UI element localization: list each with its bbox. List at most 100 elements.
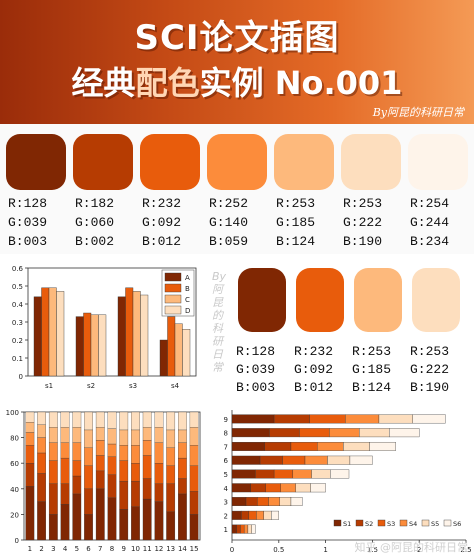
y-tick-label: 2 [224,512,228,520]
x-tick-label: 14 [178,545,187,553]
stack-segment [25,432,35,446]
x-tick-label: 0 [230,546,234,554]
stack-segment [95,427,105,441]
stack-segment [131,411,140,431]
legend-swatch [333,519,342,527]
hbar-segment [269,428,300,438]
x-tick-label: 2 [417,546,421,554]
rgb-b-value: B:003 [8,234,48,249]
stack-segment [37,411,46,425]
legend-label: A [185,274,190,282]
stack-segment [107,443,117,457]
hbar-segment [241,510,250,520]
stack-segment [25,486,35,541]
rgb-r-value: R:254 [410,196,450,211]
color-swatch-small [238,268,286,332]
legend-swatch [355,519,364,527]
stack-segment [142,411,152,428]
rgb-r-value: R:128 [8,196,48,211]
rgb-b-value: B:059 [209,234,249,249]
stack-segment [60,483,70,505]
grouped-bar-chart-panel: 0 0.1 0.2 0.3 0.4 0.5 0.6 s1 s2 s3 s4 A B C D [0,258,208,398]
legend-label: S3 [387,520,395,528]
stack-segment [166,483,176,512]
hbar-segment [250,483,266,493]
stack-segment [72,427,82,443]
rgb-g-value: G:185 [352,362,392,377]
hbar-segment [268,497,280,507]
x-tick-label: s1 [45,382,53,390]
x-tick-label: s3 [129,382,137,390]
stack-segment [154,442,164,464]
y-tick-label: 60 [10,460,19,468]
rgb-r-value: R:253 [352,344,392,359]
stack-segment [72,442,82,461]
x-tick-label: 13 [166,545,175,553]
stack-segment [142,455,152,479]
hbar-segment [236,524,241,534]
bar [83,312,92,377]
x-tick-label: 2.5 [460,546,471,554]
title-line-1: SCI论文插图 [134,18,340,58]
y-tick-label: 0.4 [12,301,24,309]
rgb-g-value: G:222 [343,215,383,230]
byline: By阿昆的科研日常 [372,106,464,119]
stack-segment [178,478,187,495]
stack-segment [37,437,46,454]
hbar-segment [299,428,330,438]
hbar-segment [256,510,264,520]
stack-segment [131,429,140,446]
hbar-segment [231,510,242,520]
color-swatch-small [354,268,402,332]
stack-segment [189,445,199,466]
hbar-segment [309,414,346,424]
rgb-b-value: B:012 [294,380,334,395]
stack-segment [142,440,152,456]
stack-segment [72,493,82,541]
legend-swatch [164,283,182,293]
rgb-g-value: G:244 [410,215,450,230]
bar [90,314,99,377]
color-swatch [408,134,468,190]
y-tick-label: 20 [10,511,19,519]
stack-segment [72,460,82,477]
stack-segment [131,480,140,507]
hbar-segment [343,441,370,451]
rgb-r-value: R:232 [294,344,334,359]
x-tick-label: s2 [87,382,95,390]
rgb-b-value: B:124 [276,234,316,249]
hbar-segment [345,414,380,424]
rgb-g-value: G:140 [209,215,249,230]
rgb-r-value: R:128 [236,344,276,359]
rgb-r-value: R:253 [410,344,450,359]
stack-segment [25,411,35,423]
stack-segment [142,427,152,441]
stack-segment [48,442,58,461]
stack-segment [131,445,140,464]
hbar-segment [231,483,251,493]
color-swatch [207,134,267,190]
stack-segment [154,411,164,428]
legend-label: S2 [365,520,373,528]
stack-segment [95,470,105,489]
stack-segment [37,473,46,502]
hbar-segment [240,524,245,534]
stack-segment [107,428,117,445]
hbar-segment [243,524,249,534]
rgb-b-value: B:002 [75,234,115,249]
hbar-segment [271,510,279,520]
stack-segment [95,455,105,472]
y-tick-label: 100 [6,409,19,417]
hbar-segment [327,455,351,465]
stack-segment [107,411,117,429]
hbar-segment [310,483,326,493]
legend-swatch [164,294,182,304]
legend-swatch [164,305,182,315]
stack-segment [166,465,176,484]
bar [125,287,134,377]
y-tick-label: 4 [224,485,229,493]
x-tick-label: 1.5 [367,546,378,554]
stack-segment [84,429,93,448]
bar [117,296,126,377]
